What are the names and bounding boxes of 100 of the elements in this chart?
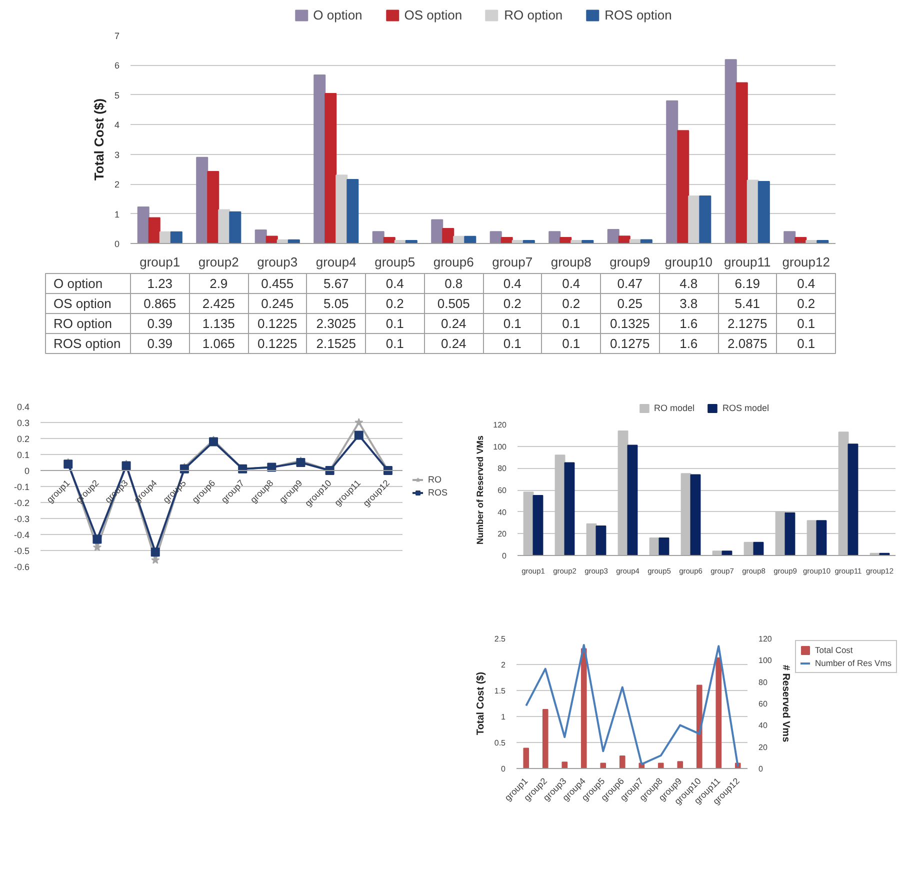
bar — [314, 74, 326, 244]
bar — [564, 462, 575, 556]
bar — [548, 231, 561, 244]
bar — [784, 512, 796, 556]
y-tick-label: 80 — [498, 464, 508, 474]
bar — [346, 179, 359, 244]
text: ROS option — [54, 336, 121, 351]
bar — [229, 211, 242, 244]
point — [92, 534, 102, 544]
bar — [618, 236, 630, 244]
y-tick-label: -0.6 — [14, 562, 30, 572]
data-label: 1.6 — [680, 336, 698, 351]
data-label: 6.19 — [734, 276, 760, 291]
y-tick-label: -0.1 — [14, 482, 30, 492]
data-label: 0.1275 — [610, 336, 650, 351]
bar — [170, 231, 182, 244]
y-tick-label: 1.5 — [494, 686, 506, 696]
y-tick-label: 0 — [502, 552, 508, 560]
bar — [724, 59, 737, 244]
bar — [716, 657, 722, 768]
legend-label: ROS — [428, 488, 448, 498]
y2-tick-label: 100 — [758, 656, 772, 666]
point — [354, 430, 364, 440]
y-tick-label: 2.5 — [494, 634, 506, 644]
data-label: 2.425 — [202, 296, 235, 311]
y-tick-label: 40 — [498, 508, 508, 517]
x-tick-label: group2 — [198, 254, 239, 270]
legend-label: RO — [428, 474, 442, 484]
bar — [542, 708, 548, 768]
data-label: 0.4 — [797, 276, 816, 291]
bar — [794, 237, 807, 244]
data-label: 1.6 — [680, 316, 698, 331]
bar — [758, 180, 770, 244]
point — [122, 461, 131, 470]
bar — [464, 236, 476, 244]
y-tick-label: 0 — [24, 466, 30, 476]
bar — [148, 217, 160, 244]
data-label: 0.1 — [562, 316, 580, 331]
y-tick-label: 6 — [114, 60, 120, 71]
data-label: 4.8 — [680, 276, 698, 291]
bar — [383, 237, 396, 244]
data-label: 1.135 — [202, 316, 235, 331]
data-label: 0.245 — [261, 296, 294, 311]
y-axis-title: Total Cost ($) — [91, 98, 106, 181]
bar — [848, 444, 858, 556]
text: OS option — [54, 296, 112, 311]
x-tick-label: group6 — [433, 254, 474, 270]
bar — [372, 231, 384, 244]
x-tick-label: group11 — [724, 254, 771, 270]
bar — [562, 762, 568, 768]
bar — [696, 684, 702, 768]
point — [150, 548, 160, 557]
bar — [607, 229, 620, 244]
bar — [324, 92, 337, 244]
bar — [336, 174, 348, 244]
data-label: 0.39 — [147, 316, 173, 331]
data-label: 0.1 — [562, 336, 580, 351]
data-label: 0.455 — [261, 276, 294, 291]
y-tick-label: 120 — [493, 420, 508, 430]
y-tick-label: 5 — [114, 90, 120, 100]
y-axis-title: Total Cost ($) — [475, 672, 486, 736]
bar — [816, 520, 827, 556]
data-label: 5.41 — [734, 296, 760, 311]
bar — [746, 180, 759, 244]
y-tick-label: 100 — [493, 442, 508, 452]
bar — [699, 195, 712, 244]
bar — [784, 231, 796, 244]
data-label: 0.1 — [386, 316, 404, 331]
y2-tick-label: 0 — [758, 764, 764, 774]
x-tick-label: group7 — [492, 254, 533, 270]
y2-axis-title: # Reserved Vms — [780, 664, 791, 743]
bar — [254, 229, 267, 244]
data-label: 0.4 — [386, 276, 404, 291]
bar — [666, 100, 678, 244]
data-label: 2.0875 — [727, 336, 768, 351]
bar — [196, 156, 208, 244]
data-label: 0.2 — [386, 296, 404, 311]
bar — [640, 239, 652, 244]
bar — [753, 542, 764, 556]
bar — [523, 748, 530, 768]
y2-tick-label: 120 — [758, 634, 772, 644]
bar — [580, 648, 587, 768]
y-tick-label: -0.4 — [14, 530, 30, 540]
legend-label: ROS option — [604, 8, 672, 22]
point — [64, 460, 73, 469]
y-tick-label: 3 — [114, 150, 120, 160]
legend-label: ROS model — [722, 403, 770, 413]
data-label: 2.1275 — [727, 316, 768, 331]
bar — [532, 494, 544, 556]
y2-tick-label: 20 — [758, 742, 768, 752]
x-tick-label: group8 — [550, 254, 592, 270]
x-tick-label: group5 — [374, 254, 416, 270]
data-label: 2.3025 — [316, 316, 356, 331]
legend-label: OS option — [404, 8, 462, 22]
y-tick-label: -0.2 — [14, 498, 30, 508]
point — [209, 437, 218, 446]
data-label: 2.1525 — [316, 336, 356, 351]
x-tick-label: group4 — [316, 254, 356, 270]
bar — [218, 209, 230, 244]
bar — [627, 444, 638, 556]
